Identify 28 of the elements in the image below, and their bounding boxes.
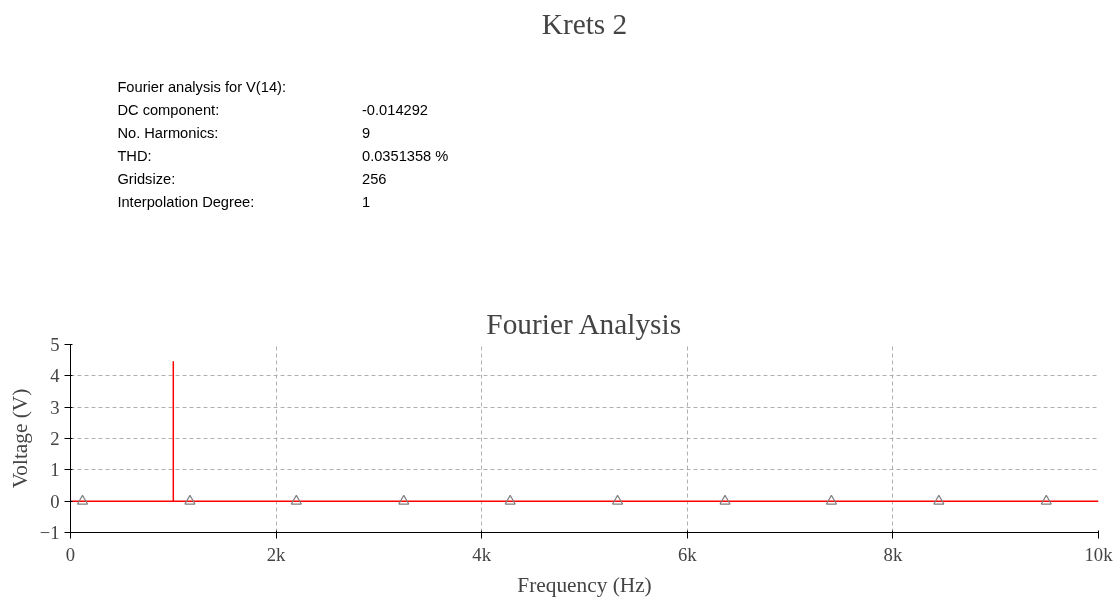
text: No. Harmonics: [117, 124, 219, 141]
text: Gridsize: [117, 170, 176, 187]
text: THD: [117, 147, 152, 164]
x-tick-label: 2k [266, 543, 287, 565]
text: 0.0351358 % [361, 147, 449, 164]
y-tick-label: 3 [50, 396, 60, 418]
y-tick-label: 2 [50, 428, 60, 449]
text: Fourier analysis for V(14): [117, 78, 286, 95]
text: Interpolation Degree: [117, 193, 255, 210]
y-tick-label: 0 [50, 490, 60, 512]
text: -0.014292 [361, 101, 428, 118]
x-tick-label: 0 [65, 543, 76, 565]
y-tick-label: 5 [50, 334, 60, 355]
text: Krets 2 [541, 7, 628, 40]
text: DC component: [117, 101, 220, 118]
text: 1 [361, 193, 371, 210]
x-tick-label: 8k [883, 543, 903, 565]
y-axis-title: Voltage (V) [7, 388, 32, 489]
x-axis-title: Frequency (Hz) [517, 572, 652, 597]
chart-title: Fourier Analysis [486, 307, 682, 340]
y-tick-label: 1 [50, 459, 60, 481]
text: 9 [361, 124, 371, 141]
y-tick-label: 4 [50, 365, 61, 387]
x-tick-label: 10k [1084, 543, 1114, 565]
text: 256 [361, 170, 387, 187]
x-tick-label: 6k [677, 543, 698, 565]
x-tick-label: 4k [472, 543, 492, 565]
y-tick-label: −1 [39, 522, 60, 543]
